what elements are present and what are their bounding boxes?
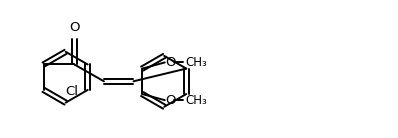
Text: O: O	[166, 56, 176, 69]
Text: O: O	[69, 21, 80, 34]
Text: O: O	[166, 94, 176, 107]
Text: Cl: Cl	[66, 85, 79, 99]
Text: CH₃: CH₃	[185, 56, 207, 69]
Text: CH₃: CH₃	[185, 94, 207, 107]
